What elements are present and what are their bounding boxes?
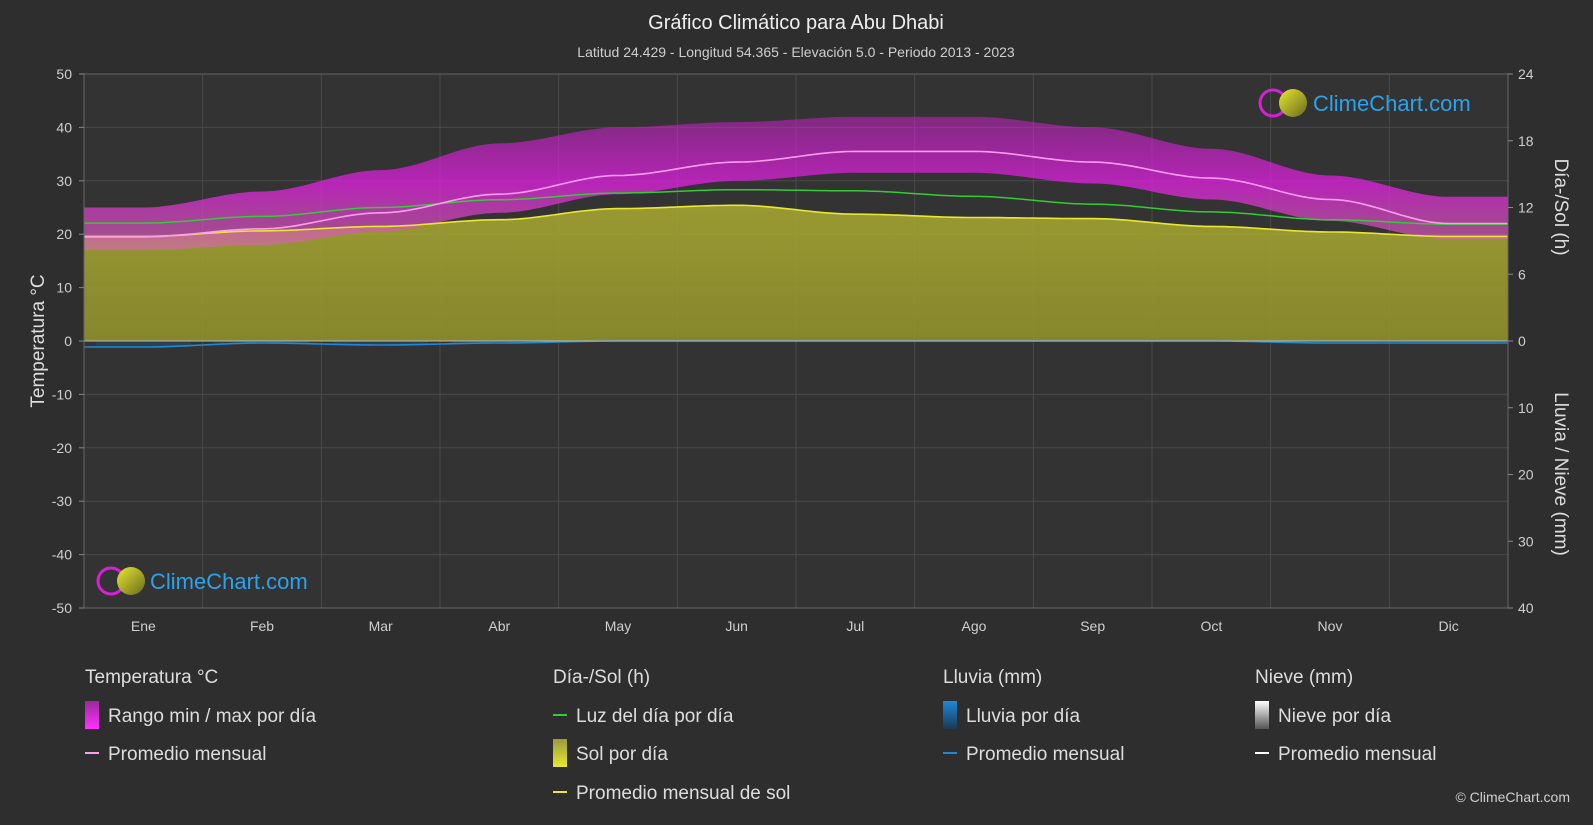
legend-sun-day: Sol por día: [576, 744, 668, 765]
month-label: May: [605, 618, 631, 634]
month-label: Jun: [725, 618, 748, 634]
right-bottom-tick-label: 20: [1518, 467, 1534, 483]
logo-text-top: ClimeChart.com: [1313, 91, 1471, 116]
right-top-tick-label: 12: [1518, 200, 1534, 216]
rain-bar: [333, 341, 429, 346]
right-top-tick-label: 6: [1518, 266, 1526, 282]
left-tick-label: 30: [56, 173, 72, 189]
legend-temp-range: Rango min / max por día: [108, 706, 316, 727]
month-label: Ago: [962, 618, 987, 634]
left-tick-label: 0: [64, 333, 72, 349]
chart-subtitle: Latitud 24.429 - Longitud 54.365 - Eleva…: [577, 44, 1015, 60]
month-label: Mar: [369, 618, 393, 634]
left-tick-label: -50: [52, 600, 72, 616]
left-tick-label: -10: [52, 386, 72, 402]
right-bottom-axis-title: Lluvia / Nieve (mm): [1550, 392, 1571, 556]
left-axis-ticks: 50 40 30 20 10 0 -10 -20 -30 -40 -50: [52, 66, 84, 616]
legend: Temperatura °C Rango min / max por día P…: [85, 667, 1436, 804]
left-tick-label: 20: [56, 226, 72, 242]
temp-range-fill: [84, 116, 1508, 251]
right-bottom-axis-ticks: 10 20 30 40: [1508, 400, 1534, 616]
legend-temp-head: Temperatura °C: [85, 667, 218, 688]
legend-temp-avg: Promedio mensual: [108, 744, 266, 765]
left-axis-title: Temperatura °C: [28, 274, 49, 407]
legend-snow-day: Nieve por día: [1278, 706, 1391, 727]
legend-rain-avg: Promedio mensual: [966, 744, 1124, 765]
sunshine-area: [84, 205, 1508, 341]
left-tick-label: 40: [56, 119, 72, 135]
logo-globe-icon: [1279, 89, 1307, 117]
month-label: Abr: [488, 618, 510, 634]
month-label: Jul: [846, 618, 864, 634]
legend-temp-range-swatch: [85, 701, 99, 729]
month-label: Oct: [1200, 618, 1222, 634]
right-top-tick-label: 24: [1518, 66, 1534, 82]
right-top-axis-title: Día-/Sol (h): [1550, 158, 1571, 255]
rain-bar: [214, 341, 310, 344]
legend-snow-avg: Promedio mensual: [1278, 744, 1436, 765]
temperature-range-band: [84, 116, 1508, 251]
logo-top: ClimeChart.com: [1258, 88, 1471, 118]
right-bottom-tick-label: 10: [1518, 400, 1534, 416]
legend-snow-head: Nieve (mm): [1255, 667, 1353, 688]
legend-sun-head: Día-/Sol (h): [553, 667, 650, 688]
month-label: Dic: [1439, 618, 1459, 634]
right-bottom-tick-label: 30: [1518, 533, 1534, 549]
legend-sun-day-swatch: [553, 739, 567, 767]
rain-bar: [451, 341, 547, 344]
chart-title: Gráfico Climático para Abu Dhabi: [648, 12, 944, 34]
month-label: Feb: [250, 618, 274, 634]
legend-rain-day-swatch: [943, 701, 957, 729]
month-label: Ene: [131, 618, 156, 634]
copyright: © ClimeChart.com: [1455, 789, 1570, 805]
month-label: Nov: [1318, 618, 1343, 634]
logo-globe-icon: [117, 567, 145, 595]
rain-bar: [95, 341, 191, 348]
legend-rain-day: Lluvia por día: [966, 706, 1081, 727]
month-label: Sep: [1080, 618, 1105, 634]
left-tick-label: 10: [56, 280, 72, 296]
left-tick-label: -40: [52, 547, 72, 563]
right-top-tick-label: 18: [1518, 133, 1534, 149]
right-top-axis-ticks: 24 18 12 6 0: [1508, 66, 1534, 349]
rain-bar: [1282, 341, 1378, 344]
rain-bars: [95, 341, 1497, 348]
legend-daylight: Luz del día por día: [576, 706, 734, 727]
right-top-tick-label: 0: [1518, 333, 1526, 349]
logo-text-bottom: ClimeChart.com: [150, 569, 308, 594]
sunshine-fill: [84, 205, 1508, 341]
left-tick-label: 50: [56, 66, 72, 82]
sunshine-avg-line: [84, 204, 1508, 238]
left-tick-label: -30: [52, 493, 72, 509]
right-bottom-tick-label: 40: [1518, 600, 1534, 616]
daylight-line: [84, 188, 1508, 225]
rain-bar: [1401, 341, 1497, 344]
legend-snow-day-swatch: [1255, 701, 1269, 729]
logo-bottom: ClimeChart.com: [96, 566, 308, 596]
legend-sun-avg: Promedio mensual de sol: [576, 783, 790, 804]
month-labels: Ene Feb Mar Abr May Jun Jul Ago Sep Oct Nov Dic: [131, 618, 1459, 634]
temp-avg-line: [84, 150, 1508, 238]
legend-rain-head: Lluvia (mm): [943, 667, 1042, 688]
left-tick-label: -20: [52, 440, 72, 456]
